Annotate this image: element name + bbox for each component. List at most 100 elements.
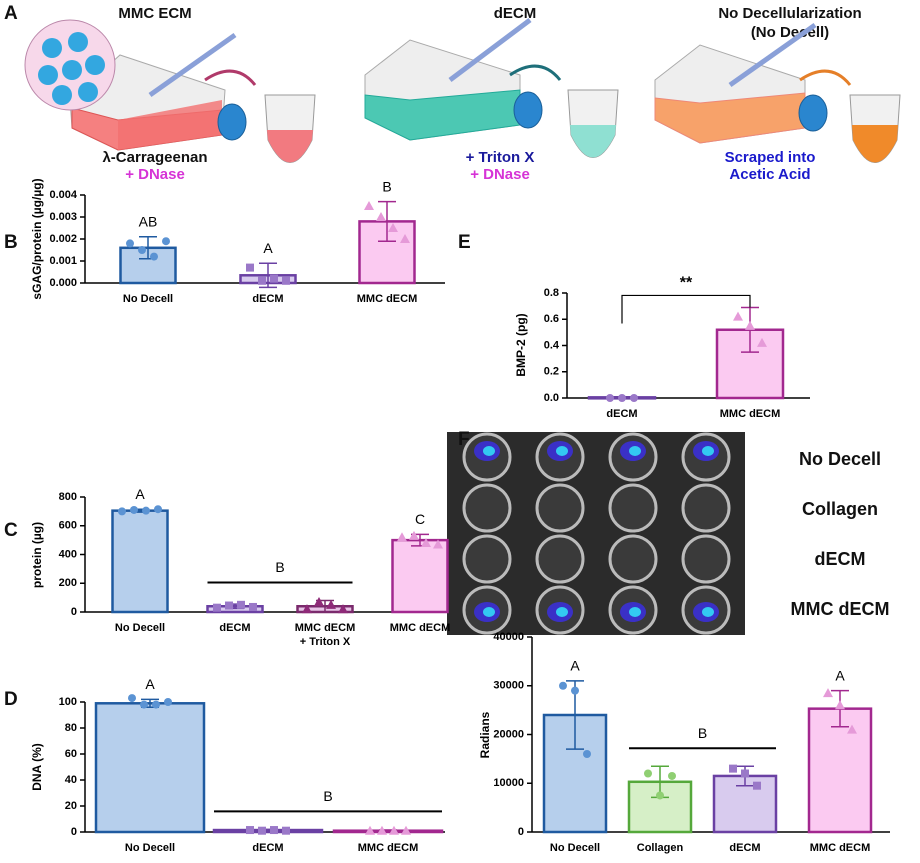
data-point [400,234,410,243]
x-tick-label: MMC dECM [358,842,419,854]
column-title: MMC ECM [118,5,191,22]
letter: C [415,511,425,527]
letter: A [835,667,845,683]
y-tick-label: 10000 [493,777,524,789]
data-point [314,596,324,606]
signal [556,607,568,617]
signal [556,446,568,456]
y-tick-label: 30000 [493,680,524,692]
y-tick-label: 40000 [493,631,524,643]
data-point [409,530,419,540]
panel-letter: D [4,689,18,710]
x-tick-label: Collagen [637,842,684,854]
y-tick-label: 40 [65,774,77,786]
image-label: No Decell [799,449,881,469]
data-point [377,825,387,835]
panel-letter: A [4,3,18,24]
data-point [246,826,254,835]
signal [483,446,495,456]
y-tick-label: 20000 [493,728,524,740]
well [535,534,585,584]
data-point [741,769,749,778]
y-tick-label: 80 [65,722,77,734]
data-point [142,506,150,515]
y-tick-label: 400 [59,548,77,560]
y-tick-label: 800 [59,491,77,503]
caption: + DNase [470,166,530,183]
data-point [249,602,257,611]
x-tick-label: MMC dECM [357,293,418,305]
data-point [213,603,221,612]
y-tick-label: 0.004 [49,189,77,201]
panel-letter: E [458,232,471,253]
data-point [656,791,664,800]
data-point [757,337,767,347]
well [681,534,731,584]
data-point [823,688,833,698]
x-tick-label: No Decell [550,842,600,854]
data-point [154,505,162,514]
image-label: Collagen [802,499,878,519]
caption: Acetic Acid [729,166,810,183]
y-tick-label: 0.001 [49,255,77,267]
letter: A [263,240,273,256]
y-axis-label: sGAG/protein (µg/µg) [30,178,44,299]
well [462,483,512,533]
letter: B [382,178,391,194]
well [608,534,658,584]
data-point [571,686,579,695]
y-tick-label: 100 [59,696,77,708]
well [535,483,585,533]
tube-decm [567,89,619,158]
y-tick-label: 0.6 [544,313,559,325]
data-point [365,825,375,835]
letter: B [275,559,284,575]
signal [702,446,714,456]
signal [629,446,641,456]
signal [629,607,641,617]
x-tick-label: dECM [252,842,283,854]
error-bar [259,262,277,289]
y-tick-label: 0.0 [544,392,559,404]
data-point [270,274,278,283]
y-tick-label: 0 [518,826,524,838]
flask-mmc [24,19,257,151]
flask-nodecell [654,22,852,144]
data-point [152,700,160,709]
bar [111,509,169,614]
x-tick-label: MMC dECM + Triton X [295,622,356,648]
y-tick-label: 0.8 [544,287,559,299]
tube-nodecell [849,94,901,163]
data-point [618,394,626,402]
x-tick-label: dECM [219,622,250,634]
data-point [126,239,134,248]
data-point [606,394,614,402]
letter: B [323,788,332,804]
data-point [835,700,845,710]
error-bar [378,200,396,242]
data-point [258,276,266,285]
data-point [140,700,148,709]
data-point [389,825,399,835]
data-point [164,698,172,706]
y-tick-label: 0.002 [49,233,77,245]
data-point [668,771,676,780]
x-tick-label: MMC dECM [390,622,451,634]
data-point [630,394,638,402]
panel-letter: F [458,429,470,450]
y-tick-label: 0 [71,606,77,618]
caption: Scraped into [725,149,816,166]
data-point [729,764,737,773]
caption: + Triton X [466,149,535,166]
data-point [118,507,126,516]
data-point [130,505,138,514]
data-point [753,781,761,790]
y-tick-label: 0.4 [544,339,560,351]
data-point [225,601,233,610]
y-axis-label: protein (µg) [30,522,44,588]
y-tick-label: 600 [59,520,77,532]
bracket [621,294,751,324]
y-axis-label: Radians [478,711,492,758]
x-tick-label: dECM [252,293,283,305]
data-point [644,769,652,778]
